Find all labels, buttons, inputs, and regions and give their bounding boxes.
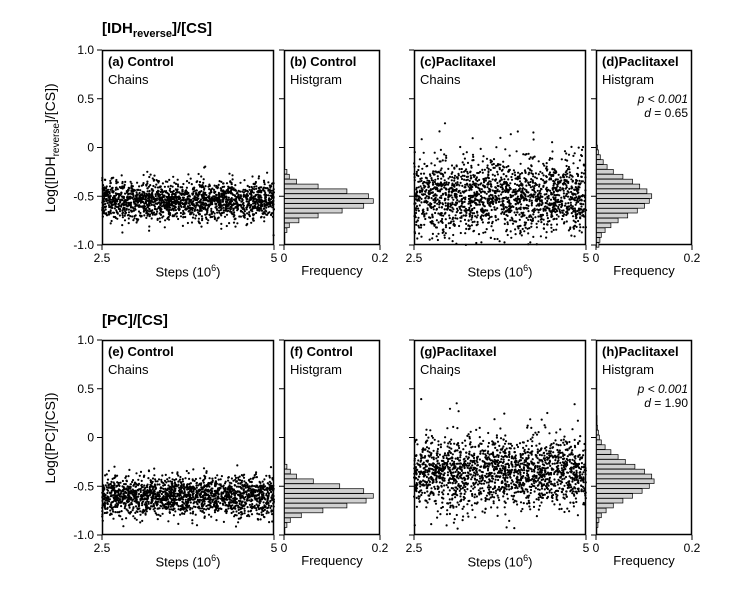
svg-text:-0.5: -0.5	[73, 479, 94, 493]
panel-sub-d: Histgram	[602, 72, 654, 87]
panel-label-e: (e) Control	[108, 344, 174, 359]
panel-label-b: (b) Control	[290, 54, 356, 69]
panel-label-g: (g)Paclitaxel	[420, 344, 497, 359]
row1-ylabel: Log([IDHreverse]/[CS])	[42, 58, 62, 238]
panel-xlabel-g: Steps (106)	[414, 553, 586, 569]
panel-d: (d)PaclitaxelHistgramp < 0.001d = 0.6500…	[596, 50, 692, 295]
svg-text:1.0: 1.0	[77, 43, 94, 57]
panel-sub-b: Histgram	[290, 72, 342, 87]
panel-label-d: (d)Paclitaxel	[602, 54, 679, 69]
panel-sub-h: Histgram	[602, 362, 654, 377]
svg-text:-1.0: -1.0	[73, 528, 94, 542]
panel-e: (e) ControlChains-1.0-0.500.51.02.55Step…	[102, 340, 274, 585]
panel-label-h: (h)Paclitaxel	[602, 344, 679, 359]
panel-xlabel-f: Frequency	[284, 553, 380, 568]
panel-sub-a: Chains	[108, 72, 148, 87]
panel-xlabel-b: Frequency	[284, 263, 380, 278]
panel-sub-c: Chains	[420, 72, 460, 87]
svg-text:0.5: 0.5	[77, 92, 94, 106]
panel-label-c: (c)Paclitaxel	[420, 54, 496, 69]
panel-h: (h)PaclitaxelHistgramp < 0.001d = 1.9000…	[596, 340, 692, 585]
panel-sub-g: Chains	[420, 362, 460, 377]
svg-text:-0.5: -0.5	[73, 189, 94, 203]
panel-xlabel-c: Steps (106)	[414, 263, 586, 279]
panel-xlabel-e: Steps (106)	[102, 553, 274, 569]
svg-text:0.5: 0.5	[77, 382, 94, 396]
svg-text:0: 0	[87, 141, 94, 155]
panel-xlabel-d: Frequency	[596, 263, 692, 278]
panel-label-f: (f) Control	[290, 344, 353, 359]
panel-stats-d: p < 0.001d = 0.65	[638, 92, 688, 120]
svg-text:0: 0	[87, 431, 94, 445]
panel-xlabel-a: Steps (106)	[102, 263, 274, 279]
panel-a: (a) ControlChains-1.0-0.500.51.02.55Step…	[102, 50, 274, 295]
panel-sub-f: Histgram	[290, 362, 342, 377]
panel-sub-e: Chains	[108, 362, 148, 377]
panel-c: (c)PaclitaxelChains2.55Steps (106)	[414, 50, 586, 295]
panel-stats-h: p < 0.001d = 1.90	[638, 382, 688, 410]
panel-label-a: (a) Control	[108, 54, 174, 69]
svg-text:1.0: 1.0	[77, 333, 94, 347]
svg-text:-1.0: -1.0	[73, 238, 94, 252]
row2-ylabel: Log([PC]/[CS])	[42, 368, 58, 508]
panel-b: (b) ControlHistgram00.2Frequency	[284, 50, 380, 295]
figure: [IDHreverse]/[CS] Log([IDHreverse]/[CS])…	[20, 20, 727, 594]
row2-title: [PC]/[CS]	[102, 312, 168, 329]
panel-xlabel-h: Frequency	[596, 553, 692, 568]
panel-g: (g)PaclitaxelChains2.55Steps (106)	[414, 340, 586, 585]
panel-f: (f) ControlHistgram00.2Frequency	[284, 340, 380, 585]
row1-title: [IDHreverse]/[CS]	[102, 20, 212, 40]
